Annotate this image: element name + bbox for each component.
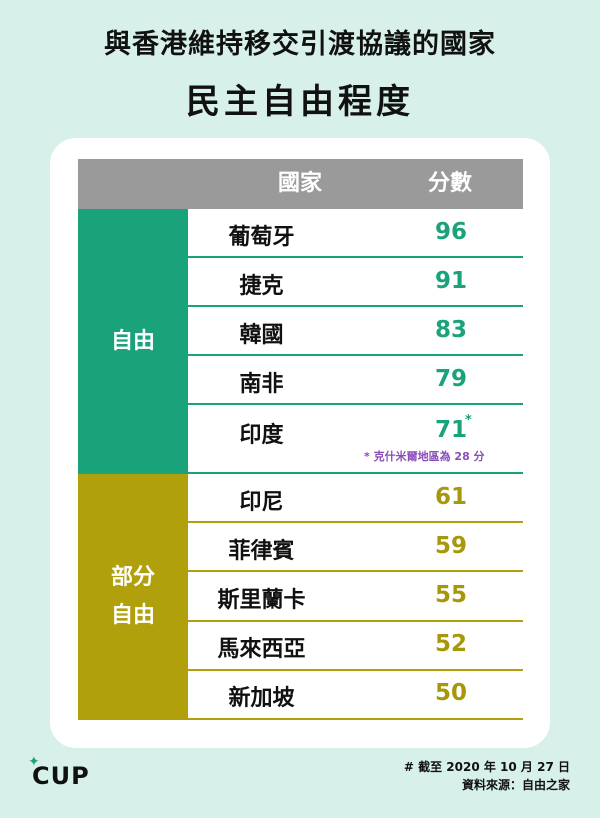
score-value: 55 (434, 581, 467, 608)
country-name: 韓國 (239, 322, 284, 348)
score-value: 91 (434, 267, 467, 294)
footnote-text: * 克什米爾地區為 28 分 (364, 450, 485, 463)
table-row: 南非 79 (188, 356, 523, 405)
country-name: 新加坡 (228, 686, 295, 712)
table-row: 印尼 61 (188, 474, 523, 524)
table-row: 捷克 91 (188, 258, 523, 307)
column-header-score: 分數 (427, 171, 472, 196)
score-value: 83 (434, 316, 467, 343)
table-row: 斯里蘭卡 55 (188, 572, 523, 622)
country-name: 南非 (239, 371, 284, 397)
table-row: 菲律賓 59 (188, 523, 523, 573)
country-name: 印度 (239, 423, 284, 448)
table-row: 韓國 83 (188, 307, 523, 356)
footer-date: # 截至 2020 年 10 月 27 日 (403, 760, 570, 774)
score-value: 61 (434, 483, 467, 510)
score-value: 79 (434, 365, 467, 392)
column-header-country: 國家 (277, 171, 322, 196)
group-label-partly-free: 部分 自由 (78, 474, 188, 720)
table-row: 葡萄牙 96 (188, 209, 523, 258)
cup-logo: ✦ CUP (28, 754, 90, 790)
score-value: 96 (434, 218, 467, 245)
chart-subtitle: 民主自由程度 (186, 82, 414, 122)
table-header: 國家 分數 (78, 159, 523, 209)
country-name: 馬來西亞 (217, 637, 306, 663)
footnote-marker: * (465, 413, 472, 428)
country-name: 斯里蘭卡 (217, 587, 306, 613)
group-label-free: 自由 (78, 209, 188, 474)
sparkle-icon: ✦ (28, 754, 41, 770)
score-value: 71 (434, 417, 467, 443)
chart-title: 與香港維持移交引渡協議的國家 (104, 29, 496, 60)
score-value: 50 (434, 680, 467, 707)
country-name: 捷克 (239, 273, 284, 299)
country-name: 葡萄牙 (228, 224, 295, 250)
score-value: 52 (434, 631, 467, 658)
table-row: 馬來西亞 52 (188, 622, 523, 671)
country-name: 菲律賓 (228, 538, 295, 564)
country-name: 印尼 (239, 489, 284, 515)
footer-source: 資料來源：自由之家 (461, 778, 570, 792)
table-row: 印度 71 * * 克什米爾地區為 28 分 (188, 405, 523, 474)
table-row: 新加坡 50 (188, 671, 523, 720)
logo-text: CUP (32, 762, 90, 790)
score-value: 59 (434, 532, 467, 559)
